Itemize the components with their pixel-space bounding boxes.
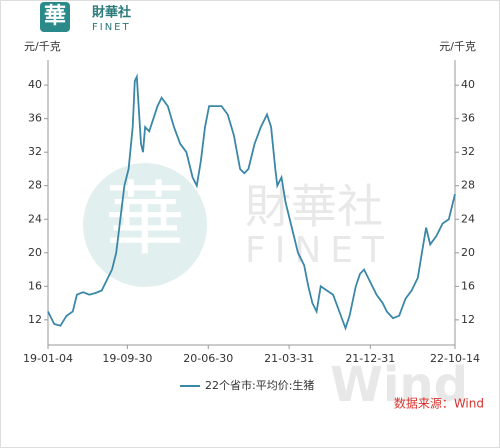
source: 数据来源：Wind [394, 396, 484, 411]
y-tick-label: 12 [28, 313, 42, 326]
logo-box [40, 2, 70, 32]
y-tick-label: 24 [28, 212, 42, 225]
y-tick-label: 36 [28, 112, 42, 125]
y2-tick-label: 40 [461, 78, 475, 91]
y-unit: 元/千克 [24, 40, 61, 53]
watermark-brand-en: FINET [245, 230, 393, 271]
x-tick-label: 20-06-30 [183, 352, 233, 365]
brand-en: FINET [92, 22, 131, 33]
brand: 財華社 [91, 5, 131, 21]
logo-char: 華 [44, 4, 66, 29]
y2-tick-label: 32 [461, 145, 475, 158]
x-tick-label: 22-10-14 [430, 352, 480, 365]
x-tick-label: 19-09-30 [102, 352, 152, 365]
y2-tick-label: 16 [461, 279, 475, 292]
y2-tick-label: 24 [461, 212, 475, 225]
line [47, 73, 456, 331]
y-tick-label: 32 [28, 145, 42, 158]
y-tick-label: 28 [28, 179, 42, 192]
watermark-char: 華 [105, 173, 185, 266]
watermark-brand: 財華社 [245, 180, 383, 234]
y2-tick-label: 12 [461, 313, 475, 326]
watermark-circle [83, 163, 207, 287]
y2-tick-label: 36 [461, 112, 475, 125]
x-tick-label: 21-12-31 [345, 352, 395, 365]
y-tick-label: 20 [28, 246, 42, 259]
y-tick-label: 40 [28, 78, 42, 91]
y2-tick-label: 20 [461, 246, 475, 259]
y2-tick-label: 28 [461, 179, 475, 192]
legend-label: 22个省市:平均价:生猪 [205, 378, 314, 392]
y2-unit: 元/千克 [439, 40, 476, 53]
y-tick-label: 16 [28, 279, 42, 292]
watermark: 華 財華社 FINET Wind [83, 163, 468, 413]
watermark-wind: Wind [330, 357, 468, 413]
x-tick-label: 19-01-04 [23, 352, 73, 365]
x-tick-label: 21-03-31 [264, 352, 314, 365]
